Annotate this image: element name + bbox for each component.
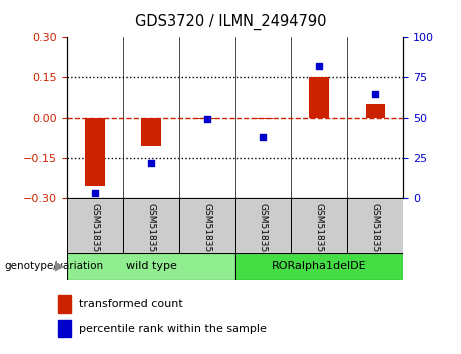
Point bbox=[203, 116, 211, 122]
Point bbox=[372, 91, 379, 96]
Bar bbox=[58, 320, 71, 337]
Bar bbox=[309, 78, 329, 118]
Bar bbox=[58, 295, 71, 313]
Bar bbox=[141, 118, 161, 146]
Bar bbox=[347, 198, 403, 253]
Point bbox=[260, 134, 267, 140]
Text: GSM518351: GSM518351 bbox=[90, 202, 100, 258]
Text: percentile rank within the sample: percentile rank within the sample bbox=[78, 324, 266, 334]
Text: GSM518353: GSM518353 bbox=[202, 202, 212, 258]
Text: GSM518354: GSM518354 bbox=[259, 202, 268, 257]
Bar bbox=[67, 253, 235, 280]
Text: ▶: ▶ bbox=[55, 260, 65, 273]
Text: GSM518355: GSM518355 bbox=[315, 202, 324, 258]
Text: GSM518352: GSM518352 bbox=[147, 202, 155, 257]
Bar bbox=[179, 198, 235, 253]
Bar bbox=[123, 198, 179, 253]
Text: transformed count: transformed count bbox=[78, 299, 183, 309]
Bar bbox=[235, 198, 291, 253]
Point bbox=[147, 160, 154, 166]
Point bbox=[91, 190, 99, 196]
Bar bbox=[235, 253, 403, 280]
Text: wild type: wild type bbox=[125, 261, 177, 272]
Bar bbox=[366, 104, 385, 118]
Point bbox=[315, 63, 323, 69]
Text: GDS3720 / ILMN_2494790: GDS3720 / ILMN_2494790 bbox=[135, 14, 326, 30]
Text: genotype/variation: genotype/variation bbox=[5, 261, 104, 272]
Text: RORalpha1delDE: RORalpha1delDE bbox=[272, 261, 366, 272]
Bar bbox=[85, 118, 105, 186]
Bar bbox=[254, 118, 273, 119]
Bar bbox=[67, 198, 123, 253]
Text: GSM518356: GSM518356 bbox=[371, 202, 380, 258]
Bar bbox=[197, 118, 217, 119]
Bar bbox=[291, 198, 347, 253]
